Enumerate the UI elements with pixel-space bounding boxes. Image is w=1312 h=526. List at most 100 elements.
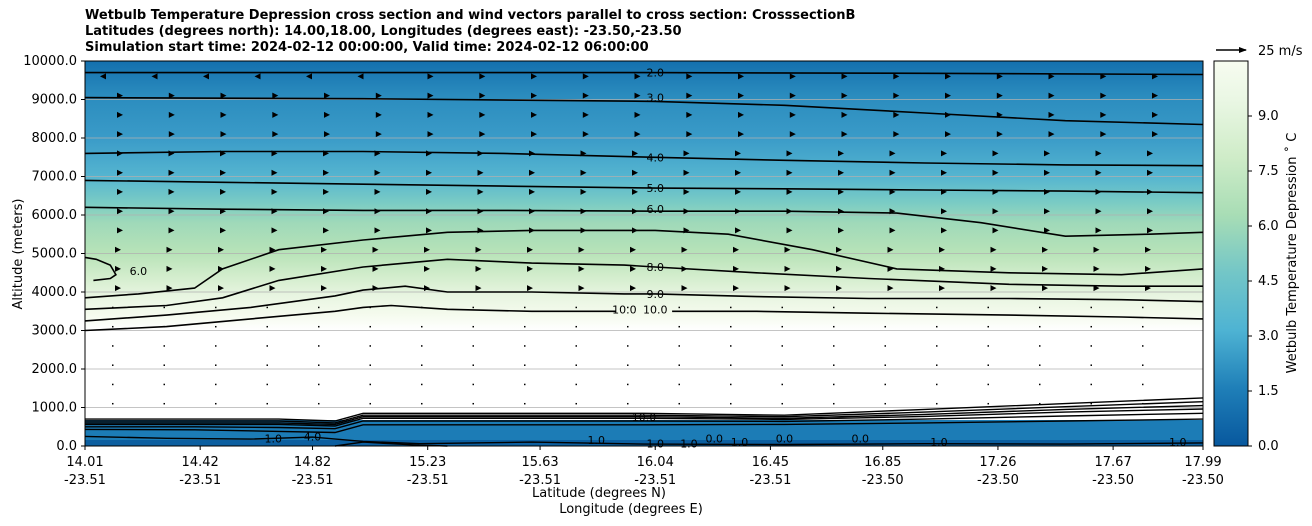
wind-vector (372, 285, 379, 292)
y-tick-label: 5000.0 (32, 247, 78, 262)
wind-vector (117, 92, 123, 99)
wind-vector (220, 169, 226, 176)
wind-vector (627, 345, 629, 347)
contour-label: 2.0 (646, 67, 664, 80)
wind-vector (786, 208, 793, 215)
wind-vector (838, 227, 844, 234)
contour-label: 10.0 (632, 411, 657, 424)
y-tick-label: 1000.0 (32, 401, 78, 416)
contour-label: 10.0 (612, 303, 637, 316)
wind-vector (215, 325, 217, 328)
wind-vector (575, 383, 577, 386)
wind-vector (939, 285, 945, 292)
wind-vector (578, 265, 585, 272)
wind-vector (531, 92, 537, 99)
wind-vector (987, 306, 989, 309)
wind-vector (578, 246, 585, 253)
x-tick-label-longitude: -23.51 (292, 473, 334, 488)
wind-vector (374, 227, 381, 234)
wind-vector (1042, 246, 1048, 253)
colorbar-label: Wetbulb Temperature Depression ˚ C (1284, 133, 1300, 374)
wind-vector (215, 364, 217, 366)
wind-vector (323, 208, 329, 215)
contour-line (84, 256, 117, 282)
wind-vector (683, 208, 690, 215)
wind-vector (738, 92, 744, 99)
wind-vector (941, 188, 947, 195)
contour-line (84, 150, 1204, 167)
wind-vector (220, 92, 227, 99)
wind-vector (479, 73, 486, 80)
wind-vector (318, 345, 320, 347)
wind-vector (789, 111, 796, 118)
wind-vector (893, 73, 900, 80)
wind-vector (678, 325, 680, 328)
wind-vector (582, 111, 589, 118)
wind-vector (836, 246, 842, 253)
colorbar-tick-label: 9.0 (1258, 109, 1279, 124)
wind-vector (686, 92, 693, 99)
contour-label: 1.0 (587, 434, 605, 447)
wind-vector (887, 285, 894, 292)
wind-vector (1048, 92, 1055, 99)
wind-vector (735, 208, 741, 215)
wind-vector (781, 364, 783, 366)
wind-vector (941, 208, 947, 215)
x-tick-label-latitude: 15.23 (409, 455, 446, 470)
wind-vector (112, 364, 114, 366)
wind-vector (634, 111, 641, 118)
wind-vector (100, 73, 106, 80)
wind-vector (269, 246, 276, 253)
wind-vector (529, 227, 535, 234)
wind-vector (889, 208, 896, 215)
wind-vector (1142, 345, 1144, 347)
wind-vector (939, 246, 945, 253)
x-tick-label-longitude: -23.51 (64, 473, 106, 488)
contour-labels: 2.0 3.0 4.0 5.0 6.0 8.0 9.0 10.0 10.0 6.0 4.0 1.0 1.… (130, 67, 1187, 451)
wind-vector (472, 402, 474, 405)
y-tick-label: 8000.0 (32, 131, 78, 146)
wind-vector (318, 306, 320, 309)
wind-vector (479, 111, 486, 118)
wind-vector (1145, 265, 1151, 272)
wind-vector (163, 325, 165, 328)
wind-vector (784, 265, 791, 272)
wind-vector (112, 383, 114, 386)
wind-vector (475, 285, 482, 292)
wind-vector (634, 92, 641, 99)
wind-vector (1100, 73, 1107, 80)
wind-vector (996, 111, 1003, 118)
wind-vector (271, 227, 278, 234)
wind-vector (215, 402, 217, 405)
wind-vector (735, 188, 741, 195)
wind-vector (833, 364, 835, 366)
y-tick-label: 6000.0 (32, 208, 78, 223)
y-tick-label: 4000.0 (32, 285, 78, 300)
wind-vector (271, 208, 278, 215)
wind-reference-label: 25 m/s (1258, 44, 1303, 59)
wind-vector (357, 73, 364, 80)
wind-vector (841, 131, 848, 138)
wind-vector (531, 73, 537, 80)
wind-vector (163, 345, 165, 347)
wind-vector (634, 73, 641, 80)
wind-vector (627, 383, 629, 386)
gridlines (85, 99, 1203, 408)
colorbar-ticks: 0.0 1.5 3.0 4.5 6.0 7.5 9.0 (1248, 109, 1279, 454)
wind-vector (735, 227, 741, 234)
wind-vector (215, 306, 217, 309)
wind-vector (218, 285, 224, 292)
wind-vector (632, 227, 638, 234)
wind-vector (1044, 227, 1050, 234)
x-axis-title-longitude: Longitude (degrees E) (559, 502, 703, 517)
contour-line-surface (334, 441, 448, 447)
contour-label: 1.0 (646, 438, 664, 451)
wind-vector (730, 325, 732, 328)
contour-line (84, 258, 1203, 311)
wind-vector (323, 169, 329, 176)
wind-vector (151, 73, 158, 80)
wind-vector (686, 131, 693, 138)
wind-vector (1100, 92, 1107, 99)
wind-vector (1039, 345, 1041, 347)
